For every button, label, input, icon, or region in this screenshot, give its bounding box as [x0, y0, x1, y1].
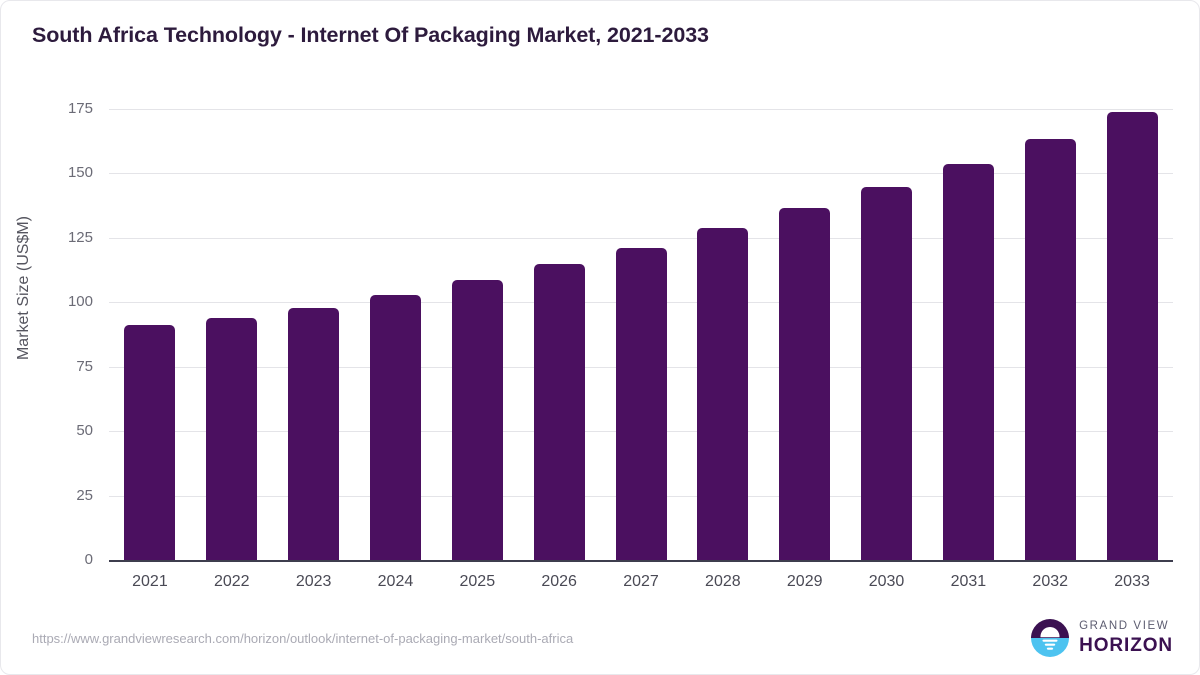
page-title: South Africa Technology - Internet Of Pa…: [32, 23, 709, 47]
y-axis-tick-label: 25: [76, 486, 93, 504]
gridline: [109, 237, 1173, 239]
logo-wordmark: GRAND VIEW HORIZON: [1079, 619, 1173, 657]
y-axis-tick-label: 175: [67, 100, 93, 117]
bar[interactable]: [779, 207, 831, 560]
bar[interactable]: [206, 317, 258, 560]
x-axis-tick-label: 2032: [1032, 573, 1069, 590]
brand-logo[interactable]: GRAND VIEW HORIZON: [1030, 618, 1173, 658]
bar[interactable]: [942, 164, 994, 560]
source-url[interactable]: https://www.grandviewresearch.com/horizo…: [32, 631, 574, 646]
gridline: [109, 173, 1173, 175]
grand-view-horizon-logo-icon: [1031, 619, 1070, 657]
x-axis-tick-label: 2028: [705, 573, 741, 590]
y-axis-tick-label: 0: [84, 551, 93, 568]
x-axis-tick-label: 2021: [132, 573, 168, 590]
x-axis-tick-label: 2031: [950, 573, 987, 590]
y-axis-tick-label: 75: [76, 357, 93, 375]
x-axis-tick-label: 2033: [1114, 573, 1150, 590]
x-axis-tick-label: 2025: [459, 573, 496, 590]
x-axis-line: [109, 560, 1173, 562]
gridline: [109, 109, 1173, 110]
x-axis-tick-label: 2022: [213, 573, 250, 590]
y-axis-tick-label: 100: [67, 293, 93, 311]
y-axis-tick-label: 150: [67, 164, 93, 182]
x-axis-tick-label: 2024: [377, 573, 414, 590]
logo-line-grand-view: GRAND VIEW: [1079, 619, 1170, 632]
x-axis-tick-label: 2027: [623, 573, 659, 590]
bar[interactable]: [1106, 111, 1158, 560]
bar[interactable]: [451, 280, 503, 560]
x-axis-tick-label: 2029: [786, 573, 823, 590]
bar[interactable]: [861, 186, 913, 560]
bar[interactable]: [697, 228, 749, 560]
plot-area: [109, 109, 1173, 560]
bar[interactable]: [1024, 139, 1076, 560]
bar[interactable]: [369, 295, 421, 560]
y-axis-tick-label: 125: [67, 228, 93, 246]
x-axis-tick-label: 2026: [541, 573, 577, 590]
bar[interactable]: [288, 307, 340, 560]
x-axis-tick-label: 2023: [295, 573, 332, 590]
bar[interactable]: [615, 247, 667, 560]
logo-line-horizon: HORIZON: [1079, 635, 1173, 657]
bar[interactable]: [533, 264, 585, 560]
x-axis-tick-label: 2030: [868, 573, 905, 590]
y-axis-title: Market Size (US$M): [15, 215, 32, 361]
bar[interactable]: [124, 324, 176, 560]
y-axis-tick-label: 50: [76, 422, 93, 440]
